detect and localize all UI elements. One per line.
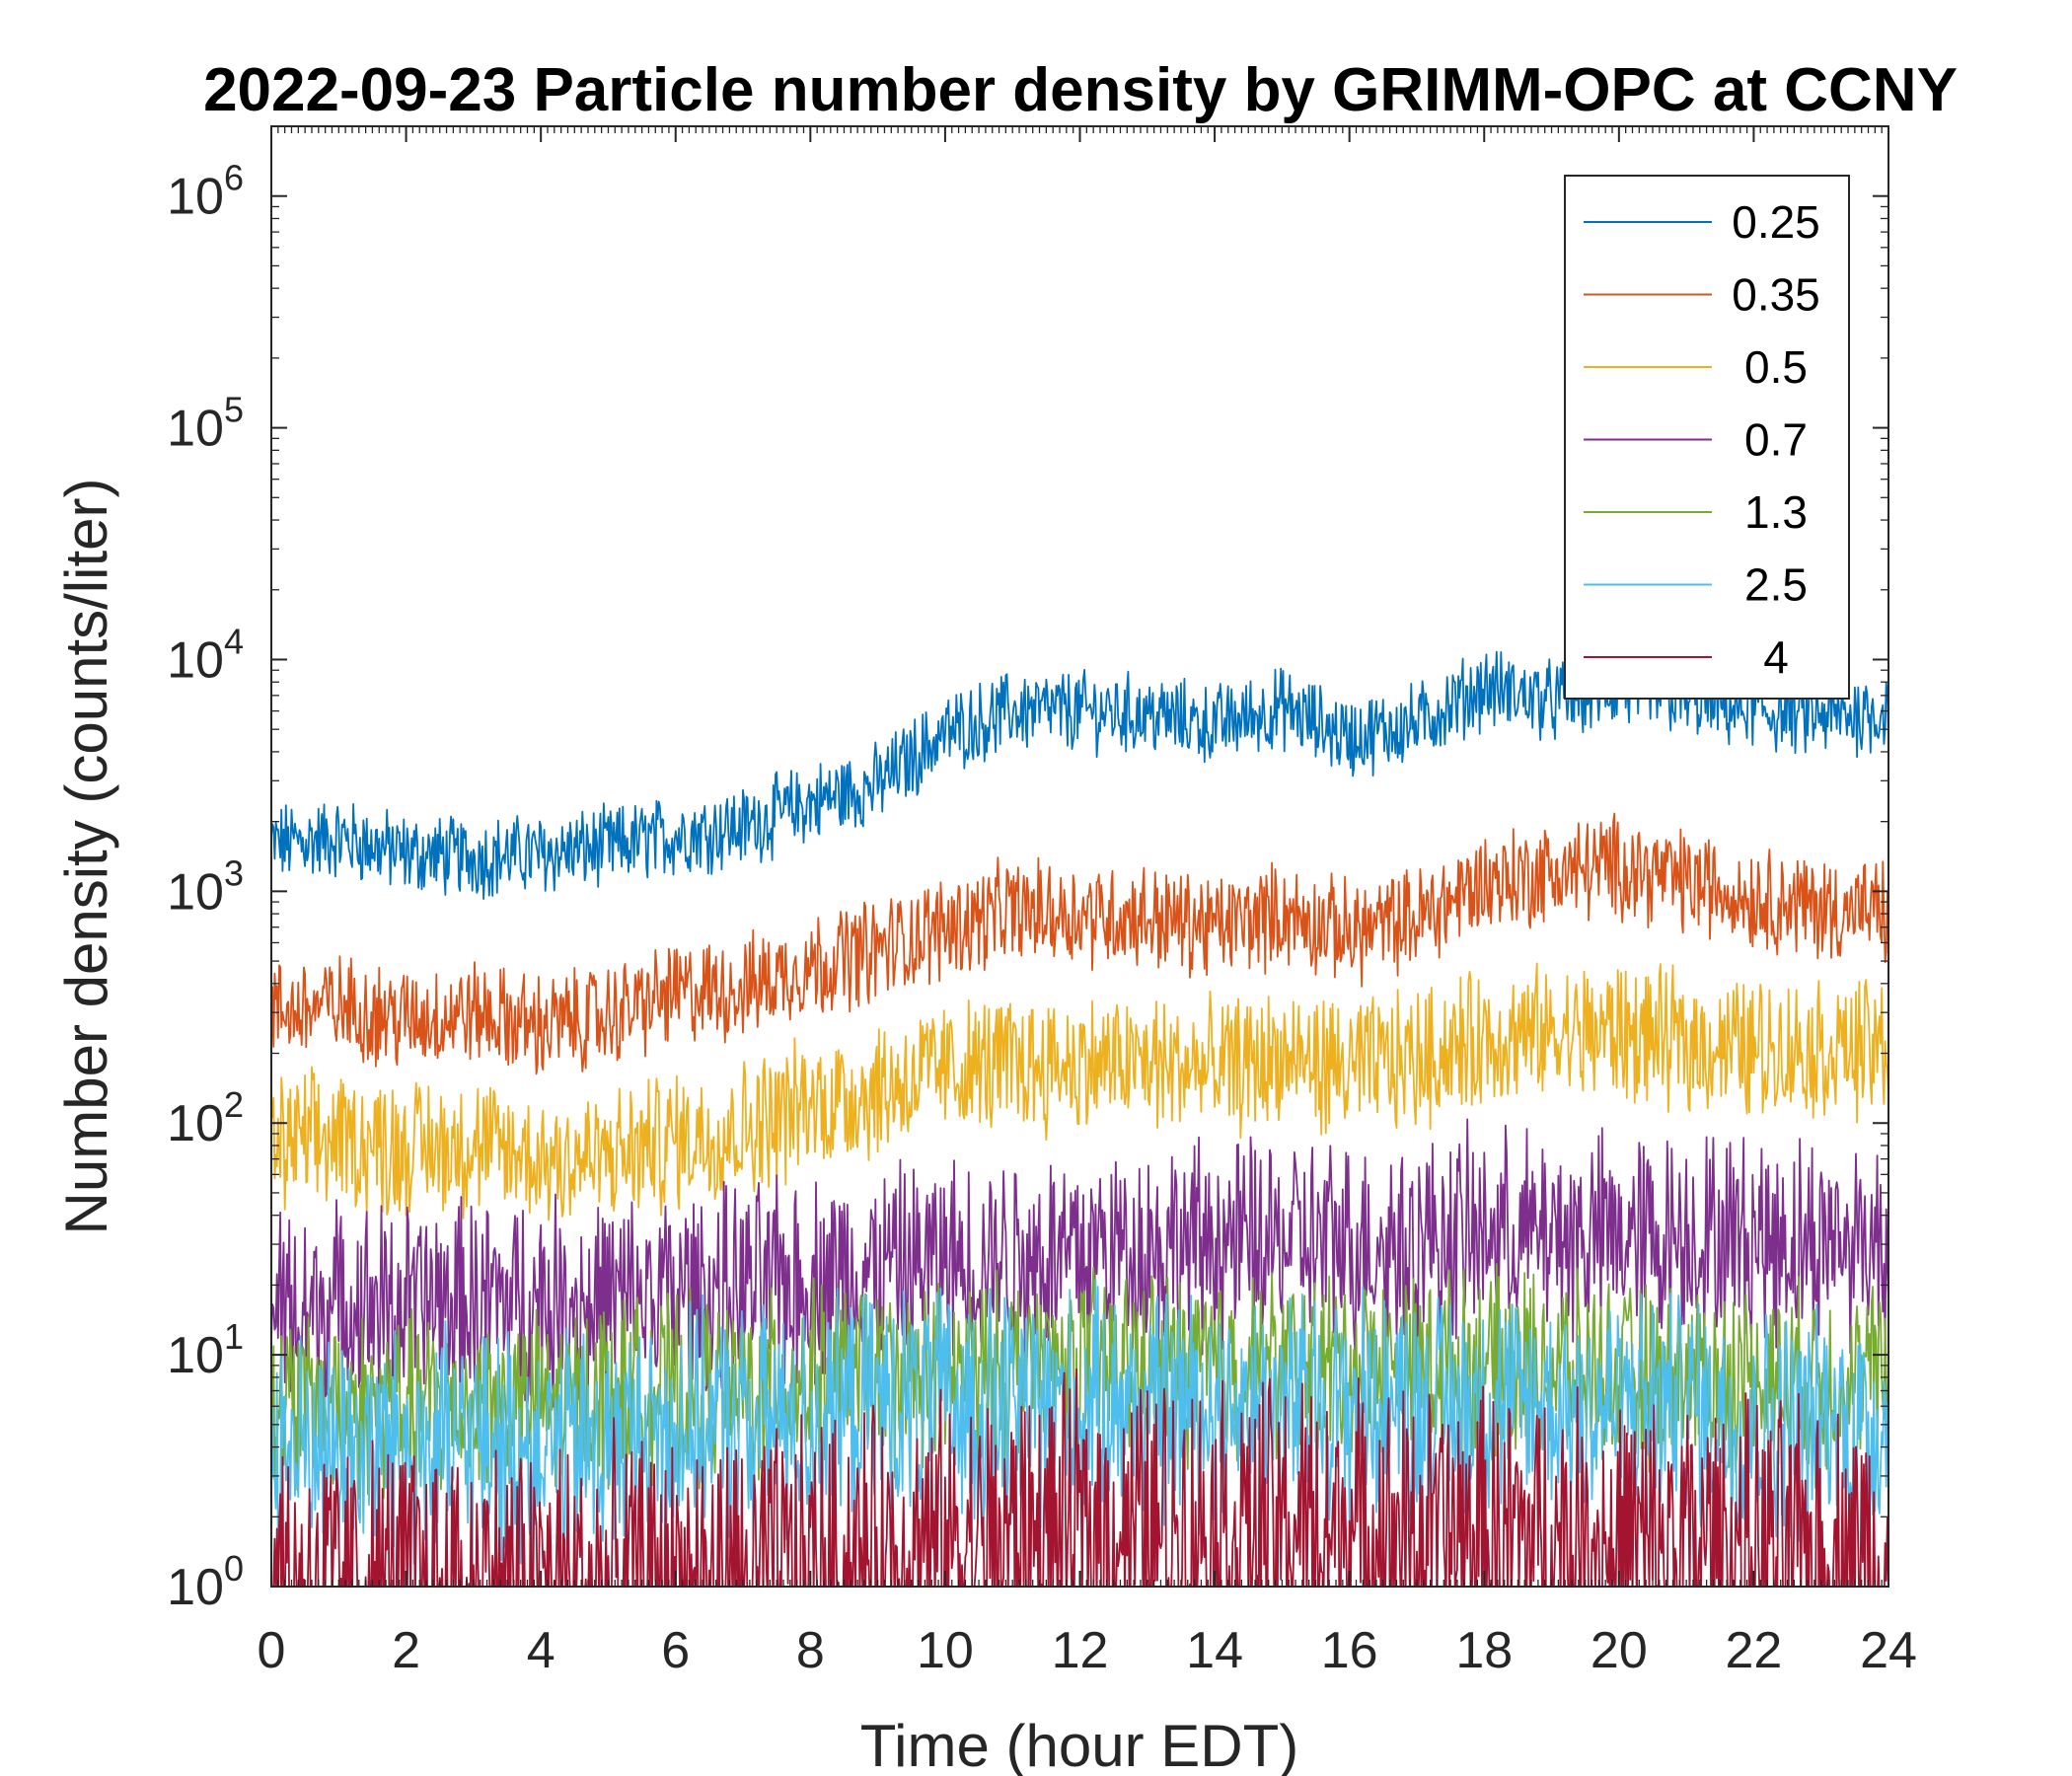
x-tick-label: 16 (1321, 1622, 1378, 1679)
y-axis-label: Number density (counts/liter) (53, 479, 119, 1235)
chart-title: 2022-09-23 Particle number density by GR… (203, 56, 1958, 124)
legend: 0.25 0.35 0.5 0.7 1.3 2.5 4 (1564, 175, 1850, 700)
legend-label: 2.5 (1744, 559, 1808, 611)
legend-label: 0.5 (1744, 341, 1808, 393)
y-tick-label: 101 (167, 1316, 244, 1384)
y-tick-exponent: 0 (224, 1548, 244, 1589)
y-tick-base: 10 (167, 169, 224, 226)
y-tick-label: 105 (167, 390, 244, 458)
series-line-1_3 (271, 1263, 1888, 1500)
y-tick-exponent: 6 (224, 158, 244, 198)
x-tick-label: 12 (1052, 1622, 1109, 1679)
y-tick-exponent: 1 (224, 1316, 244, 1357)
y-tick-base: 10 (167, 1095, 224, 1152)
y-tick-label: 104 (167, 621, 244, 689)
y-tick-label: 103 (167, 852, 244, 921)
y-tick-base: 10 (167, 1559, 224, 1616)
x-tick-label: 4 (527, 1622, 555, 1679)
y-tick-base: 10 (167, 401, 224, 458)
x-tick-label: 24 (1860, 1622, 1917, 1679)
series-line-0_35 (271, 812, 1888, 1075)
x-tick-label: 2 (392, 1622, 420, 1679)
y-tick-exponent: 3 (224, 852, 244, 893)
y-tick-base: 10 (167, 631, 224, 689)
x-tick-label: 20 (1591, 1622, 1648, 1679)
x-tick-label: 0 (258, 1622, 286, 1679)
legend-label: 0.7 (1744, 414, 1808, 466)
series-line-0_5 (271, 962, 1888, 1221)
series-line-4 (272, 1368, 1888, 1587)
y-tick-label: 106 (167, 158, 244, 226)
y-tick-label: 100 (167, 1548, 244, 1616)
x-axis-label: Time (hour EDT) (860, 1713, 1299, 1776)
series-line-0_7 (271, 1118, 1888, 1420)
y-tick-label: 102 (167, 1084, 244, 1152)
x-tick-label: 6 (661, 1622, 690, 1679)
y-tick-exponent: 5 (224, 390, 244, 430)
tick-layer (270, 125, 1889, 1588)
series-line-2_5 (271, 1279, 1888, 1567)
legend-label: 0.25 (1732, 196, 1820, 248)
y-tick-exponent: 2 (224, 1084, 244, 1125)
y-tick-base: 10 (167, 1327, 224, 1384)
series-layer (271, 650, 1888, 1587)
legend-label: 4 (1763, 631, 1789, 683)
x-tick-label: 14 (1186, 1622, 1243, 1679)
x-tick-label: 10 (917, 1622, 974, 1679)
legend-box (1564, 175, 1850, 700)
y-tick-exponent: 4 (224, 621, 244, 661)
x-tick-label: 18 (1455, 1622, 1513, 1679)
tick-label-layer: 0 2 4 6 8 10 12 14 16 18 20 22 241001011021031041051… (167, 158, 1917, 1679)
legend-label: 1.3 (1744, 486, 1808, 538)
y-tick-base: 10 (167, 863, 224, 921)
x-tick-label: 8 (796, 1622, 825, 1679)
legend-label: 0.35 (1732, 269, 1820, 321)
x-tick-label: 22 (1725, 1622, 1782, 1679)
